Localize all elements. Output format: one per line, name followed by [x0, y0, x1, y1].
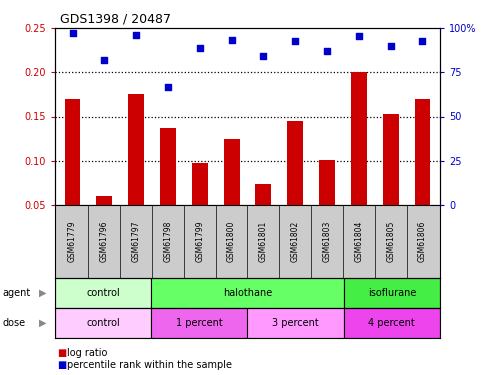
Bar	[151, 278, 344, 308]
Text: GSM61803: GSM61803	[323, 221, 331, 262]
Bar	[256, 184, 271, 249]
Text: GSM61796: GSM61796	[100, 221, 109, 262]
Bar	[351, 72, 367, 249]
Text: GSM61802: GSM61802	[291, 221, 300, 262]
Text: GSM61805: GSM61805	[386, 221, 395, 262]
Bar	[151, 308, 247, 338]
Point	[100, 57, 108, 63]
Bar	[344, 308, 440, 338]
Bar	[128, 94, 144, 249]
Bar	[287, 121, 303, 249]
Text: 1 percent: 1 percent	[176, 318, 223, 328]
Text: 4 percent: 4 percent	[369, 318, 415, 328]
Text: isoflurane: isoflurane	[368, 288, 416, 298]
Text: GSM61806: GSM61806	[418, 221, 427, 262]
Text: ■: ■	[57, 348, 66, 358]
Text: GSM61798: GSM61798	[163, 221, 172, 262]
Point	[227, 37, 235, 43]
Point	[259, 53, 267, 59]
Text: GSM61800: GSM61800	[227, 221, 236, 262]
Text: control: control	[86, 318, 120, 328]
Text: log ratio: log ratio	[67, 348, 107, 358]
Bar	[192, 162, 208, 249]
Bar	[160, 128, 176, 249]
Point	[323, 48, 331, 54]
Bar	[224, 139, 240, 249]
Point	[387, 44, 395, 50]
Point	[69, 30, 76, 36]
Bar	[55, 308, 151, 338]
Text: control: control	[86, 288, 120, 298]
Text: GDS1398 / 20487: GDS1398 / 20487	[60, 12, 171, 25]
Point	[164, 84, 172, 90]
Text: GSM61797: GSM61797	[132, 221, 141, 262]
Bar	[247, 308, 344, 338]
Point	[291, 38, 299, 44]
Bar	[65, 99, 81, 249]
Text: halothane: halothane	[223, 288, 272, 298]
Point	[355, 33, 363, 39]
Point	[196, 45, 204, 51]
Text: GSM61804: GSM61804	[355, 221, 363, 262]
Bar	[344, 278, 440, 308]
Text: ▶: ▶	[39, 318, 47, 328]
Text: 3 percent: 3 percent	[272, 318, 319, 328]
Text: dose: dose	[2, 318, 26, 328]
Bar	[97, 196, 112, 249]
Text: ▶: ▶	[39, 288, 47, 298]
Point	[419, 38, 426, 44]
Bar	[383, 114, 398, 249]
Bar	[319, 160, 335, 249]
Text: percentile rank within the sample: percentile rank within the sample	[67, 360, 232, 370]
Bar	[414, 99, 430, 249]
Bar	[55, 278, 151, 308]
Text: GSM61801: GSM61801	[259, 221, 268, 262]
Point	[132, 32, 140, 38]
Text: GSM61779: GSM61779	[68, 221, 77, 262]
Text: GSM61799: GSM61799	[195, 221, 204, 262]
Text: ■: ■	[57, 360, 66, 370]
Text: agent: agent	[2, 288, 30, 298]
